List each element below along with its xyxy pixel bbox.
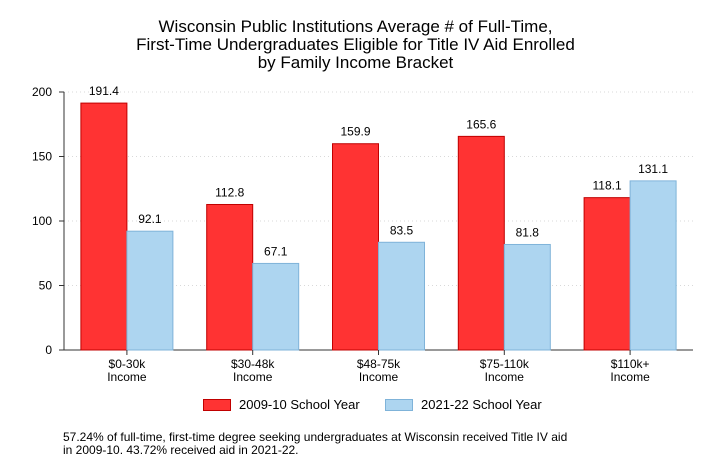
data-label: 67.1 [264,244,288,258]
x-tick-label: $0-30k [109,357,147,371]
legend-item-2009-10: 2009-10 School Year [203,397,360,412]
footnote: 57.24% of full-time, first-time degree s… [63,431,683,457]
bar [378,241,425,351]
x-tick-label: $30-48k [231,357,275,371]
chart-title-line: First-Time Undergraduates Eligible for T… [136,35,575,54]
bar [252,262,300,351]
data-label: 131.1 [638,162,668,176]
data-label: 83.5 [390,223,414,237]
footnote-line: 57.24% of full-time, first-time degree s… [63,430,568,444]
y-tick-label: 0 [45,343,52,357]
legend-swatch-2009-10 [203,398,231,411]
legend: 2009-10 School Year 2021-22 School Year [0,397,711,417]
legend-swatch-2021-22 [385,398,413,411]
bar [206,203,254,351]
data-label: 112.8 [215,185,244,199]
x-tick-label: Income [485,370,525,384]
x-tick-label: Income [359,370,399,384]
data-label: 81.8 [516,225,540,239]
chart-title-line: Wisconsin Public Institutions Average # … [158,17,553,36]
bar [503,243,551,351]
data-label: 118.1 [593,179,622,193]
legend-label-2021-22: 2021-22 School Year [421,397,542,412]
legend-label-2009-10: 2009-10 School Year [239,397,360,412]
x-tick-label: Income [610,370,650,384]
x-tick-label: Income [107,370,147,384]
chart-title-line: by Family Income Bracket [257,53,454,72]
data-label: 165.6 [466,117,496,131]
chart-title: Wisconsin Public Institutions Average # … [0,18,711,72]
data-label: 191.4 [89,84,119,98]
x-tick-label: $48-75k [357,357,401,371]
x-tick-label: $110k+ [611,357,650,371]
footnote-line: in 2009-10. 43.72% received aid in 2021-… [63,443,299,457]
legend-item-2021-22: 2021-22 School Year [385,397,542,412]
x-tick-label: Income [233,370,273,384]
bar [126,230,174,351]
bar [80,102,128,351]
y-tick-label: 200 [32,85,52,99]
bar [332,143,379,351]
y-tick-label: 100 [32,214,52,228]
x-tick-label: $75-110k [480,357,530,371]
data-label: 92.1 [138,212,162,226]
data-label: 159.9 [340,125,370,139]
bar [629,180,677,351]
y-tick-label: 150 [32,150,52,164]
y-tick-label: 50 [39,279,53,293]
bar [457,135,505,351]
bar [583,197,631,351]
